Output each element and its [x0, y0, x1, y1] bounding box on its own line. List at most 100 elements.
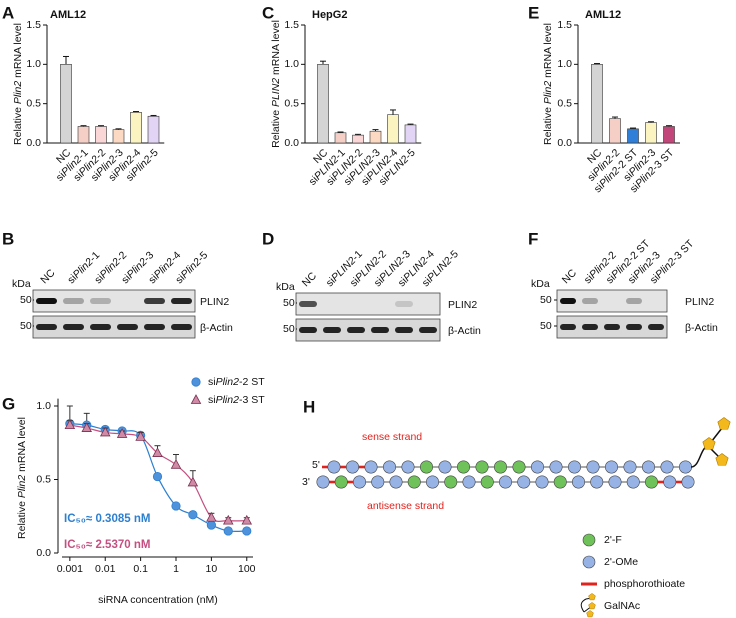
x-axis-label: siRNA concentration (nM) [98, 594, 218, 606]
nucleotide [456, 460, 470, 474]
y-axis-label: Relative PLIN2 mRNA level [270, 20, 282, 148]
legend-label: phosphorothioate [604, 578, 685, 590]
blot-band [648, 324, 664, 330]
nucleotide [438, 460, 452, 474]
nucleotide [407, 475, 421, 489]
marker-label: 50 [283, 323, 295, 335]
blot-band [144, 324, 165, 330]
nucleotide [553, 475, 567, 489]
blot-membrane [295, 318, 441, 342]
three-prime: 3' [302, 476, 310, 488]
blot-band [371, 327, 389, 333]
panel-letter: E [528, 3, 539, 22]
nucleotide [678, 460, 692, 474]
blot-band [117, 324, 138, 330]
annotation: IC₅₀≈ 0.3085 nM [64, 513, 150, 525]
nucleotide [660, 460, 674, 474]
nucleotide [623, 460, 637, 474]
nucleotide [604, 460, 618, 474]
blot-band [90, 324, 111, 330]
blot-band [626, 324, 642, 330]
data-point [222, 514, 234, 525]
nucleotide [352, 475, 366, 489]
panel-letter: B [2, 229, 14, 248]
legend-label: 2'-F [604, 534, 622, 546]
nucleotide [567, 460, 581, 474]
data-point [188, 510, 198, 520]
bar [663, 126, 675, 144]
bar [627, 128, 639, 144]
text-run: Relative [270, 107, 282, 148]
text-run: Relative [542, 104, 554, 145]
blot-band [582, 324, 598, 330]
text-run: -3 ST [669, 237, 696, 264]
lane-label: NC [300, 270, 320, 290]
galnac [717, 417, 731, 430]
galnac [715, 453, 729, 466]
bar [77, 126, 90, 144]
text-run: Relative [12, 104, 24, 145]
nucleotide [535, 475, 549, 489]
y-tick-label: 1.0 [557, 58, 572, 70]
x-tick-label: 0.1 [133, 563, 148, 575]
blot-band [604, 324, 620, 330]
data-point [206, 520, 216, 530]
galnac [702, 437, 716, 450]
legend-galnac [588, 602, 596, 610]
legend-2ome [582, 555, 596, 569]
text-run: mRNA level [16, 417, 28, 475]
legend-marker [191, 377, 201, 387]
text-run: PLIN2 [270, 78, 282, 107]
nucleotide [586, 460, 600, 474]
bar [387, 114, 399, 144]
nucleotide [401, 460, 415, 474]
blot-band [299, 327, 317, 333]
bar [609, 118, 621, 144]
bar [60, 64, 72, 144]
blot-band [299, 301, 317, 307]
blot-membrane [32, 289, 196, 313]
y-tick-label: 0.5 [557, 97, 572, 109]
blot-band [36, 324, 57, 330]
legend-galnac [588, 593, 596, 601]
y-tick-label: 0.5 [36, 473, 51, 485]
blot-band [626, 298, 642, 304]
blot-band [171, 298, 192, 304]
panel-letter: F [528, 229, 538, 248]
y-tick-label: 0.0 [284, 137, 299, 149]
kda-label: kDa [12, 278, 31, 290]
nucleotide [462, 475, 476, 489]
text-run: Plin2 [16, 475, 28, 499]
data-point [99, 426, 111, 437]
kda-label: kDa [276, 281, 295, 293]
nucleotide [571, 475, 585, 489]
x-tick-label: 1 [173, 563, 179, 575]
bar [334, 132, 347, 144]
bar [130, 112, 142, 144]
y-tick-label: 1.0 [36, 400, 51, 412]
nucleotide [389, 475, 403, 489]
panel-letter: D [262, 229, 274, 248]
nucleotide [444, 475, 458, 489]
text-run: -2 ST [239, 376, 265, 388]
nucleotide [316, 475, 330, 489]
protein-label: β-Actin [685, 322, 718, 334]
y-tick-label: 0.5 [284, 97, 299, 109]
nucleotide [334, 475, 348, 489]
blot-band [144, 298, 165, 304]
nucleotide [549, 460, 563, 474]
protein-label: PLIN2 [200, 296, 229, 308]
blot-band [63, 324, 84, 330]
antisense-label: antisense strand [367, 500, 444, 512]
blot-band [90, 298, 111, 304]
data-point [171, 501, 181, 511]
blot-band [323, 327, 341, 333]
nucleotide [517, 475, 531, 489]
legend-label: siPlin2-2 ST [208, 376, 265, 388]
nucleotide [382, 460, 396, 474]
legend-label: GalNAc [604, 600, 640, 612]
nucleotide [425, 475, 439, 489]
nucleotide [663, 475, 677, 489]
text-run: NC [38, 267, 58, 287]
